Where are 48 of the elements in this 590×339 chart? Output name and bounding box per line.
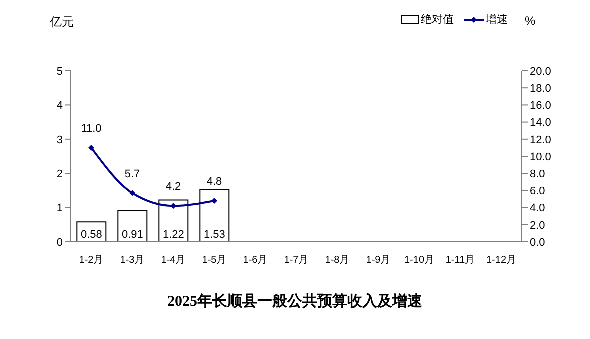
data-label: 4.2: [166, 181, 182, 194]
data-label: 11.0: [81, 122, 102, 135]
legend-label: 绝对值: [421, 13, 454, 27]
y2-tick-label: 16.0: [530, 100, 552, 112]
data-label: 5.7: [124, 168, 140, 180]
y2-tick-label: 12.0: [530, 134, 552, 146]
y2-tick-label: 14.0: [530, 117, 552, 130]
x-tick-label: 1-11月: [446, 255, 476, 266]
x-tick-label: 1-3月: [120, 255, 145, 266]
bar: [158, 200, 189, 242]
y-tick-label: 2: [56, 168, 63, 181]
y2-tick-label: 10.0: [530, 151, 552, 164]
x-tick-label: 1-12月: [486, 255, 517, 266]
bar: [200, 189, 230, 242]
y2-tick-label: 8.0: [530, 168, 546, 181]
data-label: 1.53: [204, 229, 226, 241]
bar: [118, 210, 148, 242]
y-tick-label: 3: [56, 134, 63, 146]
y2-tick-label: 18.0: [530, 83, 552, 96]
data-label: 0.58: [80, 229, 102, 241]
y-tick-label: 0: [56, 236, 63, 249]
y2-tick-label: 2.0: [530, 220, 546, 232]
point: [88, 144, 94, 151]
point: [170, 203, 176, 210]
y-tick-label: 4: [56, 100, 63, 112]
y-tick-label: 5: [56, 66, 63, 78]
x-tick-label: 1-4月: [161, 255, 186, 266]
text: 2025年长顺县一般公共预算收入及增速: [166, 292, 424, 311]
y-tick-label: 1: [56, 202, 63, 215]
x-tick-label: 1-6月: [243, 255, 268, 266]
y2-tick-label: 6.0: [530, 186, 546, 198]
data-label: 0.91: [122, 229, 144, 241]
x-tick-label: 1-7月: [284, 255, 309, 266]
x-tick-label: 1-8月: [325, 255, 350, 266]
point: [212, 198, 218, 204]
x-tick-label: 1-10月: [404, 255, 435, 266]
y-axis-title: 亿元: [50, 14, 74, 31]
y2-axis-title: %: [525, 14, 536, 28]
data-label: 1.22: [162, 229, 184, 241]
point: [130, 190, 136, 196]
y2-tick-label: 4.0: [530, 202, 546, 215]
y2-tick-label: 0.0: [530, 236, 546, 249]
x-tick-label: 1-9月: [366, 255, 391, 266]
x-tick-label: 1-2月: [79, 255, 104, 266]
legend-label: 增速: [486, 13, 508, 27]
data-label: 4.8: [206, 176, 222, 188]
y2-tick-label: 20.0: [530, 66, 552, 78]
x-tick-label: 1-5月: [202, 255, 227, 266]
